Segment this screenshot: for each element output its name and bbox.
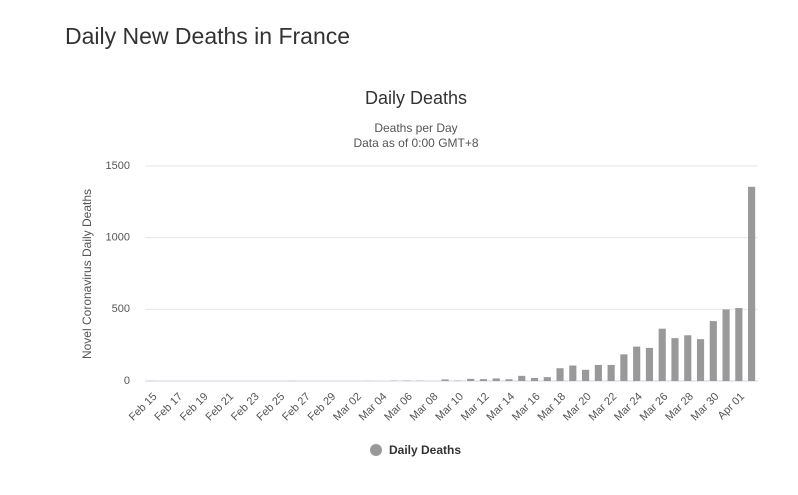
bar <box>620 354 628 381</box>
chart-title: Daily Deaths <box>365 88 467 108</box>
bar <box>671 338 679 381</box>
bar <box>582 369 590 381</box>
y-tick-label: 500 <box>112 303 130 315</box>
bar <box>556 368 564 381</box>
y-tick-label: 1500 <box>106 160 130 172</box>
bar <box>658 328 666 381</box>
bar <box>467 378 475 381</box>
bar <box>735 308 743 381</box>
chart-subtitle: Deaths per Day <box>374 121 457 135</box>
x-tick-label: Apr 01 <box>716 391 747 422</box>
bar <box>709 321 717 381</box>
bar <box>633 346 641 381</box>
y-tick-label: 1000 <box>106 232 130 244</box>
bar <box>594 364 602 381</box>
legend-marker <box>370 444 382 456</box>
bar <box>492 378 500 381</box>
bar <box>569 365 577 381</box>
bar <box>479 379 488 381</box>
bar <box>505 379 513 381</box>
legend-label: Daily Deaths <box>389 443 461 457</box>
y-axis-label: Novel Coronavirus Daily Deaths <box>80 189 94 359</box>
bar <box>696 339 705 381</box>
x-tick-label: Mar 30 <box>689 391 722 424</box>
bar <box>645 347 654 381</box>
chart-subtitle: Data as of 0:00 GMT+8 <box>353 136 478 150</box>
bar <box>684 335 692 381</box>
bar <box>748 186 756 381</box>
bar <box>441 379 449 381</box>
bar <box>607 364 615 381</box>
y-tick-label: 0 <box>124 375 130 387</box>
bar <box>518 375 526 381</box>
bar <box>722 309 730 381</box>
bar <box>530 377 539 381</box>
page-title: Daily New Deaths in France <box>65 23 350 49</box>
bar <box>543 377 551 381</box>
